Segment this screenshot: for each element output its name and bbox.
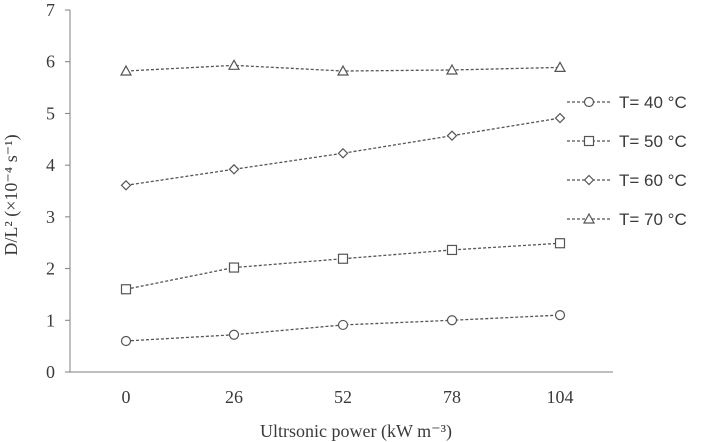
data-point xyxy=(120,179,132,191)
data-point xyxy=(120,284,132,295)
legend-entry: T= 60 °C xyxy=(567,171,687,190)
data-point xyxy=(554,238,566,249)
x-axis-title: Ultrsonic power (kW m⁻³) xyxy=(260,421,452,442)
series-triangle xyxy=(119,59,567,76)
legend-marker xyxy=(582,212,596,224)
y-tick-label: 1 xyxy=(46,310,55,330)
legend-entry: T= 40 °C xyxy=(567,93,687,112)
legend-entry: T= 50 °C xyxy=(567,132,687,151)
x-axis-ticks: 0 26 52 78 104 xyxy=(122,387,574,407)
y-axis-title: D/L² (×10⁻⁴ s⁻¹) xyxy=(1,134,22,255)
series-square xyxy=(120,238,566,295)
data-point xyxy=(337,147,349,159)
series-line xyxy=(125,242,561,290)
data-point xyxy=(554,310,566,321)
data-point xyxy=(227,59,241,70)
y-tick-label: 2 xyxy=(46,259,55,279)
series-layer xyxy=(119,59,567,347)
data-point xyxy=(337,253,349,264)
data-point xyxy=(553,61,567,73)
data-point xyxy=(228,329,240,340)
x-tick-label: 0 xyxy=(122,387,131,407)
series-diamond xyxy=(120,112,566,191)
legend: T= 40 °C T= 50 °C T= 60 °C T= 70 °C xyxy=(567,93,687,229)
legend-marker xyxy=(583,96,595,108)
y-tick-label: 5 xyxy=(46,103,55,123)
data-point xyxy=(445,63,459,75)
data-point xyxy=(228,262,240,273)
x-tick-label: 26 xyxy=(225,387,243,407)
axes xyxy=(69,10,613,373)
x-tick-label: 78 xyxy=(443,387,461,407)
legend-label: T= 60 °C xyxy=(619,171,687,190)
y-tick-label: 0 xyxy=(46,362,55,382)
x-tick-label: 52 xyxy=(334,387,352,407)
data-point xyxy=(120,335,132,347)
legend-label: T= 70 °C xyxy=(619,210,687,229)
legend-label: T= 40 °C xyxy=(619,93,687,112)
data-point xyxy=(119,64,133,76)
x-tick-label: 104 xyxy=(547,387,574,407)
y-tick-label: 3 xyxy=(46,207,55,227)
data-point xyxy=(446,130,458,142)
y-tick-label: 4 xyxy=(46,155,55,175)
series-circle xyxy=(120,310,566,347)
legend-marker xyxy=(583,135,595,147)
y-tick-label: 6 xyxy=(46,52,55,72)
data-point xyxy=(336,64,350,76)
legend-label: T= 50 °C xyxy=(619,132,687,151)
legend-entry: T= 70 °C xyxy=(567,210,687,229)
legend-marker xyxy=(583,174,595,186)
data-point xyxy=(446,315,458,326)
data-point xyxy=(337,319,349,331)
series-line xyxy=(125,117,561,186)
data-point xyxy=(554,112,566,124)
data-point xyxy=(446,244,458,256)
y-axis-ticks: 0 1 2 3 4 5 6 7 xyxy=(46,0,70,382)
y-tick-label: 7 xyxy=(46,0,55,20)
data-point xyxy=(228,163,240,175)
